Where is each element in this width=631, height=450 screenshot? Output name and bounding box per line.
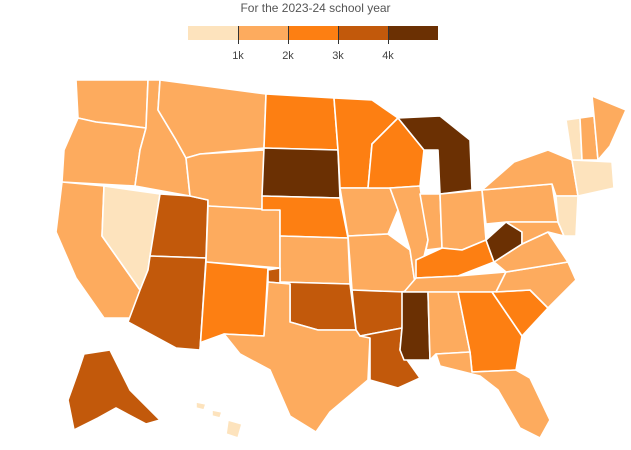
legend-tick xyxy=(288,26,289,44)
legend-bin-5 xyxy=(388,26,438,40)
legend-tick xyxy=(238,26,239,44)
state-nj xyxy=(555,195,579,237)
legend-bin-3 xyxy=(288,26,338,40)
legend-label-2k: 2k xyxy=(282,50,294,62)
legend-tick xyxy=(388,26,389,44)
state-ms xyxy=(399,291,431,361)
legend-tick xyxy=(338,26,339,44)
state-pa xyxy=(481,183,559,225)
state-in xyxy=(419,193,443,251)
legend-bin-4 xyxy=(338,26,388,40)
state-oh xyxy=(439,189,487,251)
state-nd xyxy=(263,93,339,151)
state-ia xyxy=(339,187,399,237)
state-ak xyxy=(67,349,161,431)
map-subtitle: For the 2023-24 school year xyxy=(240,1,391,15)
state-sd xyxy=(261,147,341,199)
state-hi xyxy=(195,401,243,439)
state-fl xyxy=(435,351,551,439)
us-choropleth-map xyxy=(55,79,627,439)
state-co xyxy=(205,205,281,269)
legend-bin-1 xyxy=(188,26,238,40)
state-me xyxy=(591,95,627,161)
color-legend: 1k 2k 3k 4k xyxy=(188,26,438,66)
state-ut xyxy=(149,193,209,259)
legend-label-3k: 3k xyxy=(332,50,344,62)
legend-label-4k: 4k xyxy=(382,50,394,62)
legend-label-1k: 1k xyxy=(232,50,244,62)
state-ks xyxy=(279,235,351,285)
state-or xyxy=(61,117,147,187)
legend-bin-2 xyxy=(238,26,288,40)
state-mo xyxy=(347,233,417,293)
state-ma xyxy=(571,159,615,197)
